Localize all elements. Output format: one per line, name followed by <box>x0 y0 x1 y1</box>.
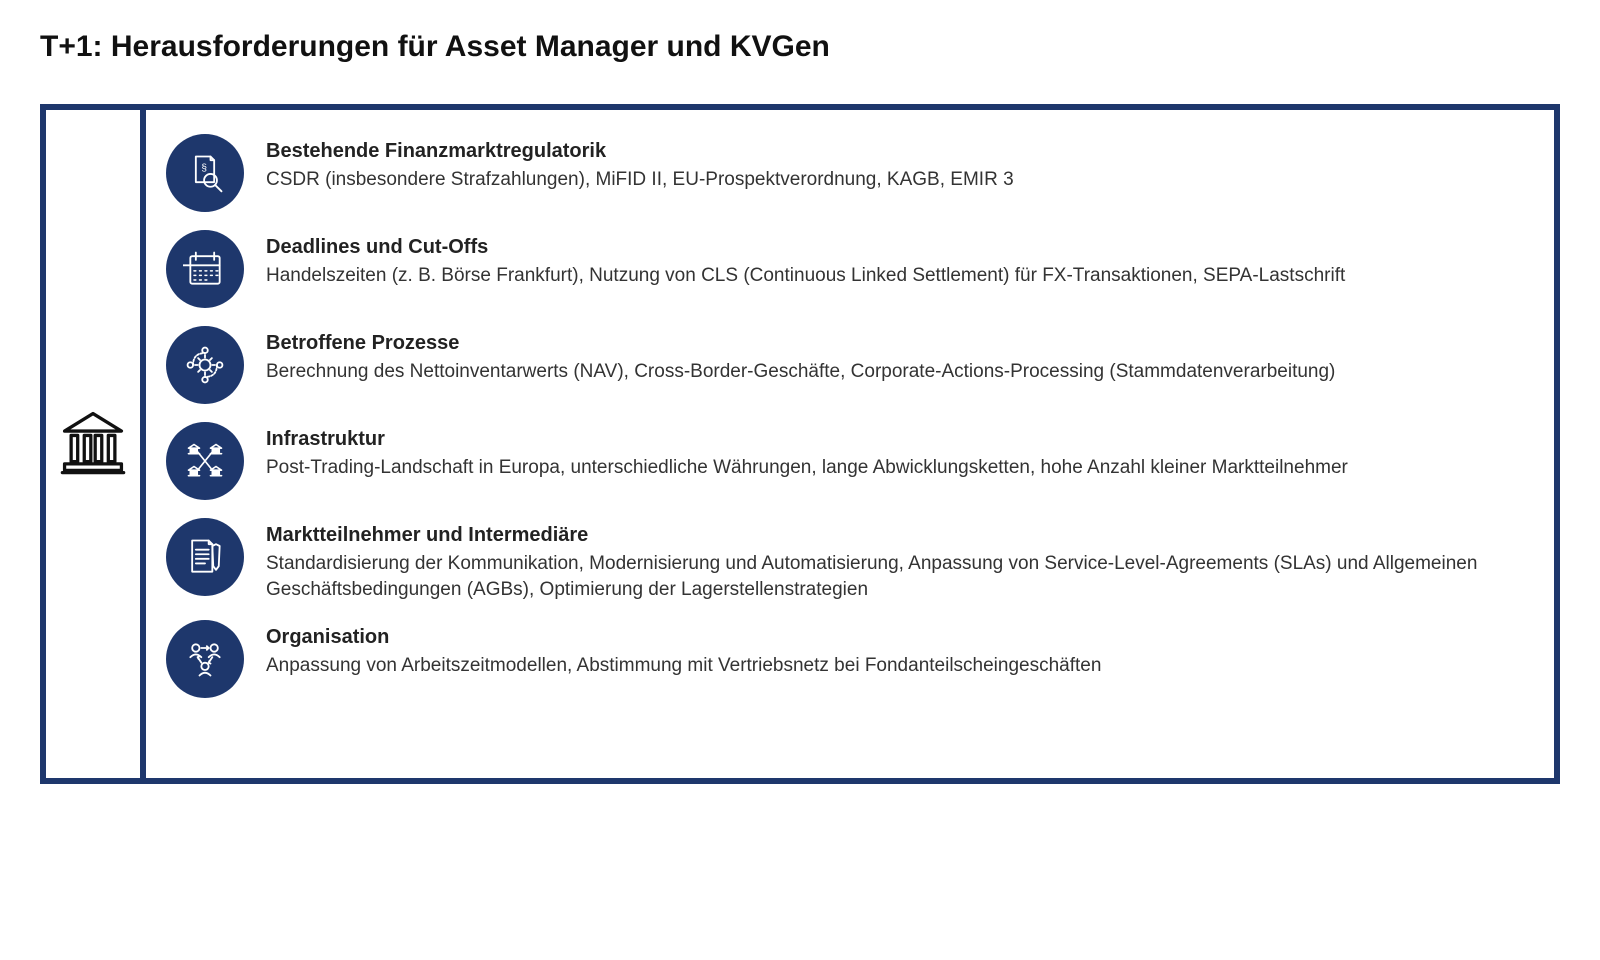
row-text: Infrastruktur Post-Trading-Landschaft in… <box>266 422 1524 481</box>
list-item: § Bestehende Finanzmarktregulatorik CSDR… <box>166 134 1524 212</box>
row-title: Bestehende Finanzmarktregulatorik <box>266 140 1524 163</box>
row-text: Organisation Anpassung von Arbeitszeitmo… <box>266 620 1524 679</box>
row-text: Marktteilnehmer und Intermediäre Standar… <box>266 518 1524 602</box>
list-item: Infrastruktur Post-Trading-Landschaft in… <box>166 422 1524 500</box>
row-desc: CSDR (insbesondere Strafzahlungen), MiFI… <box>266 167 1524 193</box>
row-title: Deadlines und Cut-Offs <box>266 236 1524 259</box>
list-item: Marktteilnehmer und Intermediäre Standar… <box>166 518 1524 602</box>
svg-text:§: § <box>201 163 207 174</box>
row-desc: Handelszeiten (z. B. Börse Frankfurt), N… <box>266 263 1524 289</box>
bank-icon <box>58 407 128 482</box>
row-text: Bestehende Finanzmarktregulatorik CSDR (… <box>266 134 1524 193</box>
row-title: Marktteilnehmer und Intermediäre <box>266 524 1524 547</box>
rows-container: § Bestehende Finanzmarktregulatorik CSDR… <box>146 110 1554 778</box>
row-desc: Berechnung des Nettoinventarwerts (NAV),… <box>266 359 1524 385</box>
page-title: T+1: Herausforderungen für Asset Manager… <box>40 30 1560 64</box>
organisation-icon <box>166 620 244 698</box>
row-text: Deadlines und Cut-Offs Handelszeiten (z.… <box>266 230 1524 289</box>
list-item: Betroffene Prozesse Berechnung des Netto… <box>166 326 1524 404</box>
calendar-icon <box>166 230 244 308</box>
process-icon <box>166 326 244 404</box>
regulation-icon: § <box>166 134 244 212</box>
row-title: Organisation <box>266 626 1524 649</box>
row-title: Infrastruktur <box>266 428 1524 451</box>
list-item: Organisation Anpassung von Arbeitszeitmo… <box>166 620 1524 698</box>
row-desc: Post-Trading-Landschaft in Europa, unter… <box>266 455 1524 481</box>
row-text: Betroffene Prozesse Berechnung des Netto… <box>266 326 1524 385</box>
row-desc: Standardisierung der Kommunikation, Mode… <box>266 551 1524 602</box>
infrastructure-icon <box>166 422 244 500</box>
left-column <box>46 110 146 778</box>
content-frame: § Bestehende Finanzmarktregulatorik CSDR… <box>40 104 1560 784</box>
document-icon <box>166 518 244 596</box>
row-title: Betroffene Prozesse <box>266 332 1524 355</box>
row-desc: Anpassung von Arbeitszeitmodellen, Absti… <box>266 653 1524 679</box>
list-item: Deadlines und Cut-Offs Handelszeiten (z.… <box>166 230 1524 308</box>
